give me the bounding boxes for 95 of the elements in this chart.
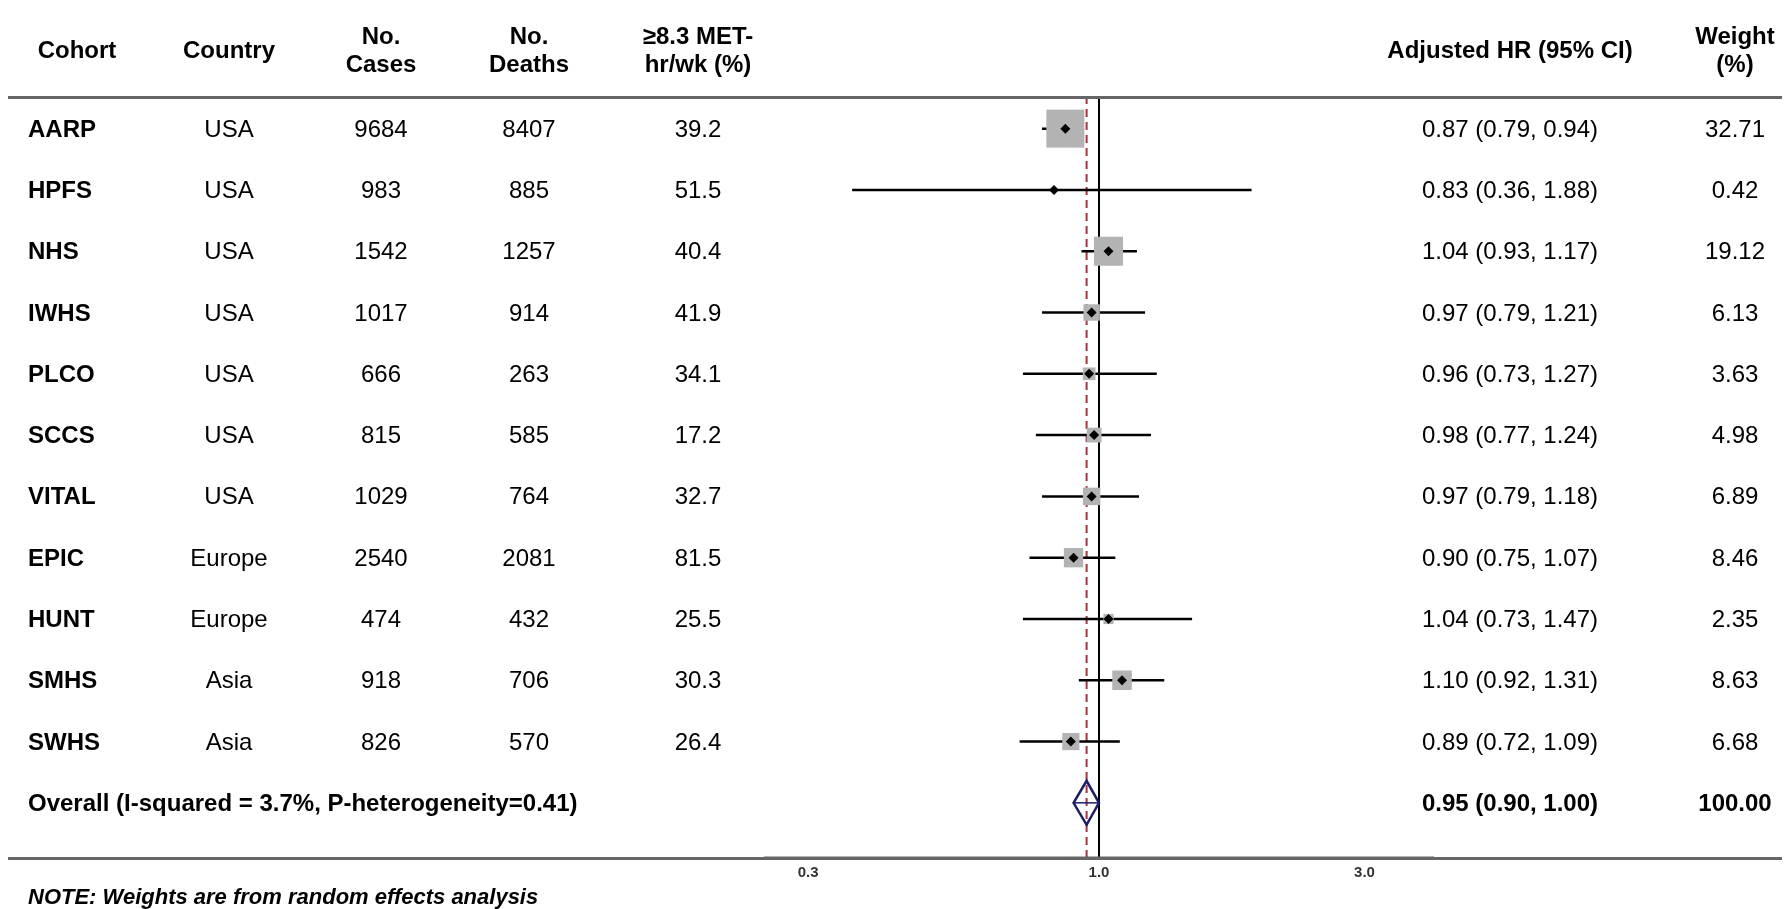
text: 1257 — [502, 237, 556, 266]
y-tick-label: NHS — [28, 237, 79, 265]
text: Europe — [190, 604, 268, 633]
text: 263 — [508, 359, 550, 388]
y-tick-label: PLCO — [28, 359, 95, 387]
text: 81.5 — [674, 543, 722, 572]
text: No. Cases — [344, 22, 418, 78]
text: Weight (%) — [1694, 22, 1776, 78]
text: 32.7 — [674, 482, 722, 511]
text: 26.4 — [674, 727, 722, 756]
y-tick-label: SWHS — [28, 727, 100, 755]
text: 474 — [360, 604, 402, 633]
y-tick-label: SMHS — [28, 666, 98, 694]
data-label: 0.87 (0.79, 0.94) — [1421, 114, 1599, 143]
text: 8.63 — [1711, 666, 1759, 695]
text: ≥8.3 MET-hr/wk (%) — [641, 22, 755, 78]
text: Cohort — [36, 36, 118, 64]
text: Europe — [190, 543, 268, 572]
text: USA — [204, 482, 254, 511]
text: 1017 — [354, 298, 408, 327]
text: 918 — [360, 666, 402, 695]
y-tick-label: IWHS — [28, 298, 91, 326]
text: No. Deaths — [488, 22, 570, 78]
text: 826 — [360, 727, 402, 756]
text: 815 — [360, 421, 402, 450]
x-tick-label: 3.0 — [1354, 862, 1375, 880]
point — [1082, 487, 1101, 506]
data-label: 0.97 (0.79, 1.18) — [1421, 482, 1599, 511]
text: USA — [204, 175, 254, 204]
y-tick-label: SCCS — [28, 421, 95, 449]
y-tick-label: HPFS — [28, 175, 93, 203]
text: 3.63 — [1711, 359, 1759, 388]
y-tick-label: AARP — [28, 114, 97, 142]
text: USA — [204, 298, 254, 327]
text: 8407 — [502, 114, 556, 143]
text: 25.5 — [674, 604, 722, 633]
text: 100.00 — [1698, 788, 1772, 817]
text: 51.5 — [674, 175, 722, 204]
text: 885 — [508, 175, 550, 204]
text: USA — [204, 421, 254, 450]
text: 6.68 — [1711, 727, 1759, 756]
text: 570 — [508, 727, 550, 756]
text: 6.89 — [1711, 482, 1759, 511]
text: 9684 — [354, 114, 408, 143]
text: 32.71 — [1704, 114, 1766, 143]
text: 4.98 — [1711, 421, 1759, 450]
text: USA — [204, 114, 254, 143]
text: 0.42 — [1711, 175, 1759, 204]
text: 30.3 — [674, 666, 722, 695]
text: 8.46 — [1711, 543, 1759, 572]
text: 432 — [508, 604, 550, 633]
data-label: 0.83 (0.36, 1.88) — [1421, 175, 1599, 204]
text: 40.4 — [674, 237, 722, 266]
data-label: 1.04 (0.93, 1.17) — [1421, 237, 1599, 266]
text: 585 — [508, 421, 550, 450]
text: 6.13 — [1711, 298, 1759, 327]
text: 914 — [508, 298, 550, 327]
text: Country — [182, 36, 276, 64]
text: 1542 — [354, 237, 408, 266]
data-label: 0.97 (0.79, 1.21) — [1421, 298, 1599, 327]
text: 706 — [508, 666, 550, 695]
data-label: 0.98 (0.77, 1.24) — [1421, 421, 1599, 450]
data-label: 1.10 (0.92, 1.31) — [1421, 666, 1599, 695]
text: 19.12 — [1704, 237, 1766, 266]
annotation: 0.95 (0.90, 1.00) — [1421, 788, 1599, 817]
text: 34.1 — [674, 359, 722, 388]
text: USA — [204, 359, 254, 388]
point — [1062, 732, 1080, 751]
data-label: 0.90 (0.75, 1.07) — [1421, 543, 1599, 572]
text: USA — [204, 237, 254, 266]
text: 2540 — [354, 543, 408, 572]
data-label: 0.89 (0.72, 1.09) — [1421, 727, 1599, 756]
point — [1112, 670, 1132, 691]
x-tick-label: 1.0 — [1088, 862, 1110, 880]
data-label: 0.96 (0.73, 1.27) — [1421, 359, 1599, 388]
text: Asia — [205, 727, 253, 756]
y-tick-label: VITAL — [28, 482, 96, 510]
text: 39.2 — [674, 114, 722, 143]
text: 983 — [360, 175, 402, 204]
data-label: 1.04 (0.73, 1.47) — [1421, 604, 1599, 633]
text: 2.35 — [1711, 604, 1759, 633]
text: 1029 — [354, 482, 408, 511]
text: 41.9 — [674, 298, 722, 327]
text: 764 — [508, 482, 550, 511]
text: 2081 — [502, 543, 556, 572]
text: 666 — [360, 359, 402, 388]
text: NOTE: Weights are from random effects analysis — [28, 884, 539, 909]
y-tick-label: EPIC — [28, 543, 85, 571]
text: 17.2 — [674, 421, 722, 450]
y-tick-label: Overall (I-squared = 3.7%, P-heterogeneity=0.41) — [28, 788, 578, 816]
x-tick-label: 0.3 — [797, 862, 819, 880]
y-tick-label: HUNT — [28, 604, 95, 632]
text: Adjusted HR (95% CI) — [1386, 36, 1634, 64]
point — [1063, 548, 1084, 568]
text: Asia — [205, 666, 253, 695]
